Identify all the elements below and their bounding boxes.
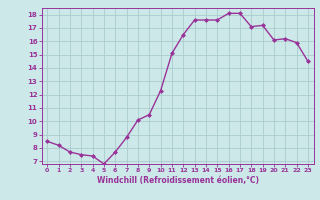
- X-axis label: Windchill (Refroidissement éolien,°C): Windchill (Refroidissement éolien,°C): [97, 176, 259, 185]
